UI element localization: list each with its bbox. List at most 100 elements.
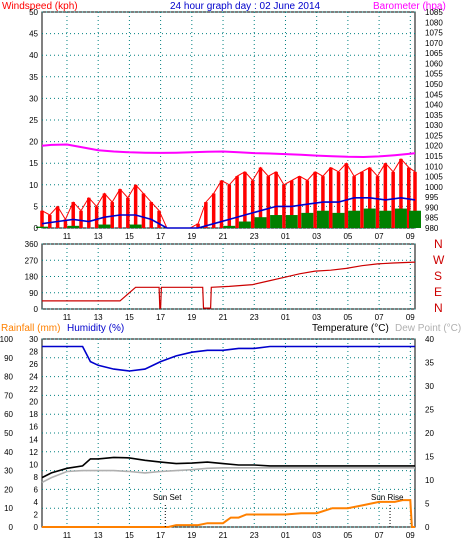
average-speed-bar — [67, 225, 80, 228]
y-tick-label-rainfall: 12 — [29, 448, 38, 457]
wind-panel-series — [36, 143, 421, 229]
y-tick-label-rainfall: 4 — [34, 498, 39, 507]
rainfall-axis-label: Rainfall (mm) — [1, 323, 60, 334]
average-speed-bar — [223, 225, 236, 228]
x-tick-label: 05 — [343, 531, 352, 540]
x-tick-label: 23 — [250, 531, 259, 540]
x-tick-label: 09 — [406, 531, 415, 540]
x-tick-label: 03 — [312, 232, 321, 241]
y-tick-label-temperature: 35 — [425, 359, 434, 368]
y-tick-label-barometer: 1065 — [425, 49, 443, 58]
average-speed-bar — [238, 221, 251, 228]
x-tick-label: 13 — [94, 531, 103, 540]
y-tick-label-windspeed: 5 — [34, 202, 39, 211]
average-speed-bar — [36, 226, 48, 228]
y-tick-label-barometer: 995 — [425, 193, 439, 202]
y-tick-label-barometer: 1015 — [425, 152, 443, 161]
average-speed-bar — [270, 215, 283, 228]
sunrise-annotation: Sun Rise — [371, 493, 404, 502]
x-tick-label: 11 — [63, 313, 72, 322]
y-tick-label-windspeed: 20 — [29, 138, 38, 147]
y-tick-label-windspeed: 0 — [34, 224, 39, 233]
temperature-axis-label: Temperature (°C) — [312, 323, 389, 334]
y-tick-label-rainfall: 14 — [29, 435, 38, 444]
y-tick-label-barometer: 1060 — [425, 59, 443, 68]
average-speed-bar — [363, 208, 376, 228]
x-tick-label: 05 — [343, 232, 352, 241]
x-tick-label: 15 — [125, 232, 134, 241]
sunset-annotation: Sun Set — [153, 493, 182, 502]
x-tick-label: 17 — [156, 531, 165, 540]
wind-direction-line — [42, 261, 416, 309]
y-tick-label-barometer: 1030 — [425, 121, 443, 130]
barometer-line — [41, 143, 416, 159]
y-tick-label-windspeed: 50 — [29, 8, 38, 17]
average-speed-bar — [379, 210, 392, 228]
y-tick-label-barometer: 1020 — [425, 142, 443, 151]
y-tick-label-temperature: 40 — [425, 335, 434, 344]
y-tick-label-temperature: 10 — [425, 476, 434, 485]
y-tick-label-humidity: 0 — [9, 523, 14, 532]
y-tick-label-barometer: 990 — [425, 203, 439, 212]
average-speed-bar — [394, 208, 407, 228]
average-speed-bar — [129, 224, 142, 228]
y-tick-label-direction: 360 — [25, 240, 39, 249]
x-tick-label: 05 — [343, 313, 352, 322]
x-tick-label: 11 — [63, 531, 72, 540]
y-tick-label-direction: 0 — [34, 305, 39, 314]
x-tick-label: 07 — [375, 531, 384, 540]
y-tick-label-humidity: 80 — [4, 373, 13, 382]
y-tick-label-temperature: 30 — [425, 382, 434, 391]
y-tick-label-barometer: 1010 — [425, 162, 443, 171]
y-tick-label-rainfall: 20 — [29, 398, 38, 407]
y-tick-label-barometer: 1050 — [425, 80, 443, 89]
x-tick-label: 19 — [187, 531, 196, 540]
y-tick-label-barometer: 980 — [425, 224, 439, 233]
y-tick-label-barometer: 1075 — [425, 29, 443, 38]
y-tick-label-rainfall: 16 — [29, 423, 38, 432]
average-speed-bar — [301, 212, 314, 228]
x-tick-label: 19 — [187, 232, 196, 241]
climate-panel-series — [41, 345, 415, 528]
cardinal-label-north-bottom: N — [434, 301, 443, 315]
y-tick-label-barometer: 1055 — [425, 70, 443, 79]
y-tick-label-barometer: 1040 — [425, 101, 443, 110]
chart-title: 24 hour graph day : 02 June 2014 — [170, 1, 321, 12]
average-speed-bar — [409, 210, 421, 228]
y-tick-label-temperature: 0 — [425, 523, 430, 532]
y-tick-label-rainfall: 30 — [29, 335, 38, 344]
average-speed-bar — [98, 224, 111, 228]
y-tick-label-windspeed: 35 — [29, 73, 38, 82]
wind-speed-line — [41, 158, 416, 229]
y-tick-label-humidity: 20 — [4, 485, 13, 494]
y-tick-label-humidity: 10 — [4, 504, 13, 513]
x-tick-label: 21 — [219, 232, 228, 241]
y-tick-label-rainfall: 28 — [29, 348, 38, 357]
cardinal-label-north-top: N — [434, 237, 443, 251]
x-tick-label: 01 — [281, 313, 290, 322]
y-tick-label-rainfall: 18 — [29, 410, 38, 419]
x-tick-label: 09 — [406, 313, 415, 322]
y-tick-label-humidity: 90 — [4, 354, 13, 363]
y-tick-label-direction: 180 — [25, 273, 39, 282]
y-tick-label-rainfall: 2 — [34, 510, 39, 519]
barometer-axis-label: Barometer (hpa) — [373, 1, 446, 12]
rainfall-line — [42, 499, 415, 528]
dewpoint-axis-label: Dew Point (°C) — [395, 323, 461, 334]
y-tick-label-barometer: 1045 — [425, 90, 443, 99]
average-speed-bar — [316, 210, 329, 228]
y-tick-label-humidity: 40 — [4, 448, 13, 457]
y-tick-label-direction: 90 — [29, 289, 38, 298]
x-tick-label: 15 — [125, 313, 134, 322]
cardinal-label-east: E — [434, 285, 442, 299]
x-tick-label: 03 — [312, 531, 321, 540]
direction-panel-series — [42, 261, 416, 309]
x-tick-label: 23 — [250, 232, 259, 241]
cardinal-label-south: S — [434, 269, 442, 283]
y-tick-label-barometer: 1070 — [425, 39, 443, 48]
dewpoint-line — [41, 466, 415, 484]
climate-panel-grid — [42, 338, 415, 528]
y-tick-label-barometer: 1085 — [425, 8, 443, 17]
y-tick-label-temperature: 5 — [425, 500, 430, 509]
x-tick-label: 03 — [312, 313, 321, 322]
